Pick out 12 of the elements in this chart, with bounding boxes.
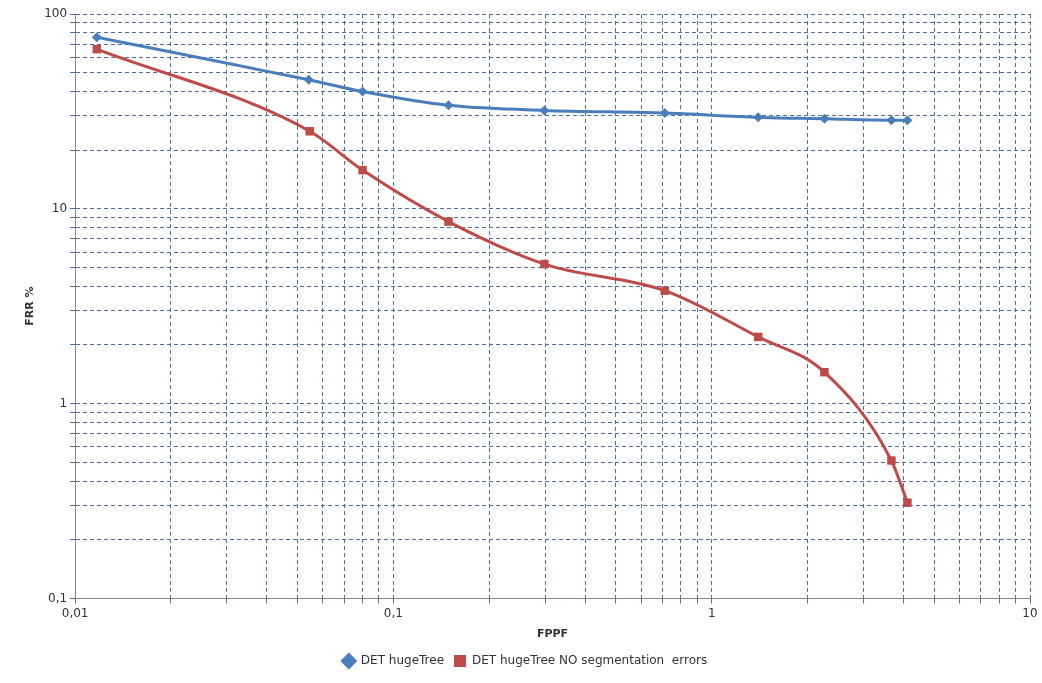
y-tick-label: 10 <box>51 200 68 215</box>
y-tick-label: 100 <box>44 6 68 21</box>
legend-label: DET hugeTree <box>360 653 445 668</box>
x-tick-label: 0,1 <box>383 605 403 620</box>
y-tick-label: 1 <box>59 395 68 410</box>
legend-label: DET hugeTree NO segmentation errors <box>472 653 708 668</box>
y-tick-label: 0,1 <box>48 590 68 605</box>
x-tick-label: 1 <box>707 605 716 620</box>
x-tick-label: 10 <box>1022 605 1038 620</box>
y-axis-title: FRR % <box>23 286 37 326</box>
x-tick-label: 0,01 <box>61 605 89 620</box>
x-axis-title: FPPF <box>536 627 569 641</box>
